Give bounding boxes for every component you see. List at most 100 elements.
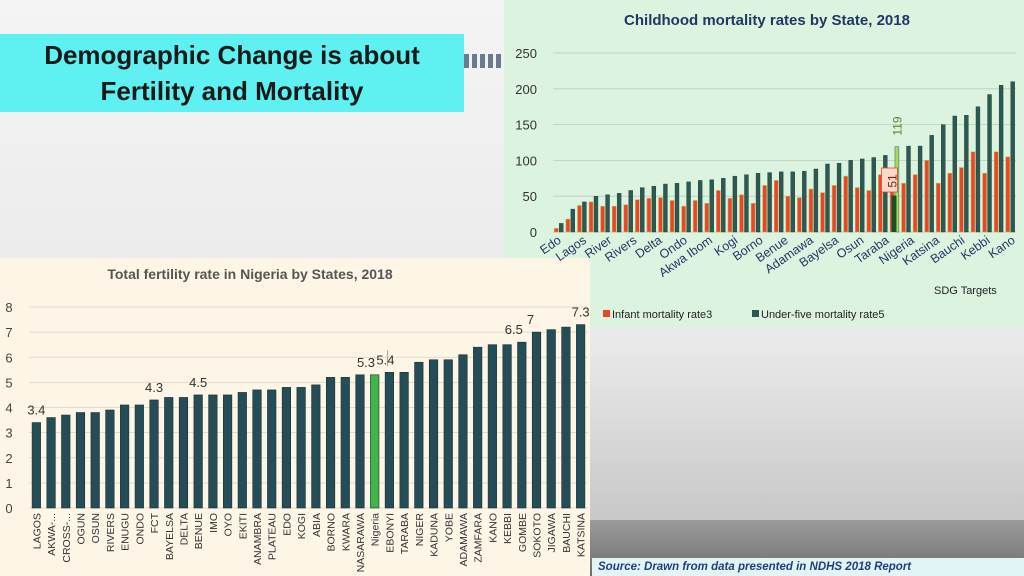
fertility-bar: [458, 354, 468, 509]
fertility-y-tick-label: 7: [5, 325, 12, 340]
mortality-x-tick-label: Kano: [986, 233, 1018, 261]
infant-mortality-bar: [658, 197, 663, 233]
fertility-x-tick-label: KOGI: [296, 513, 308, 539]
mortality-y-tick-label: 100: [515, 153, 537, 168]
fertility-bar: [473, 346, 483, 509]
fertility-x-tick-label: EBONYI: [384, 513, 396, 553]
fertility-bar: [370, 374, 380, 509]
fertility-x-tick-label: Nigeria: [370, 513, 382, 546]
under-five-mortality-bar: [697, 180, 703, 233]
under-five-mortality-bar: [605, 194, 610, 233]
fertility-x-tick-label: CROSS-...: [61, 513, 73, 563]
fertility-data-label: 4.3: [145, 380, 163, 395]
infant-mortality-bar: [936, 183, 941, 233]
fertility-x-tick-label: FCT: [149, 512, 161, 533]
under5-annotation-51: 51: [886, 174, 900, 188]
infant-mortality-bar: [970, 151, 976, 233]
under-five-mortality-bar: [906, 145, 911, 233]
fertility-bar: [399, 372, 409, 509]
fertility-bar: [340, 377, 350, 509]
fertility-bar: [531, 331, 542, 509]
infant-mortality-bar: [912, 174, 918, 233]
infant-mortality-bar: [762, 185, 767, 233]
under-five-mortality-bar: [790, 171, 795, 233]
under-five-mortality-bar: [941, 124, 946, 233]
fertility-y-tick-label: 4: [5, 401, 12, 416]
fertility-data-label: 7.3: [572, 305, 590, 320]
mortality-chart-panel: [504, 0, 1024, 328]
under-five-mortality-bar: [593, 195, 599, 233]
fertility-y-tick-label: 2: [5, 451, 12, 466]
fertility-bar: [164, 397, 174, 509]
infant-mortality-bar: [773, 180, 779, 233]
infant-mortality-bar: [1005, 156, 1011, 233]
fertility-x-tick-label: ZAMFARA: [473, 513, 485, 563]
fertility-y-tick-label: 1: [5, 476, 12, 491]
decorative-stripes: [464, 54, 504, 68]
infant-mortality-bar: [600, 205, 605, 233]
fertility-x-tick-label: YOBE: [443, 513, 455, 542]
fertility-bar: [149, 399, 159, 509]
fertility-x-tick-label: AKWA-...: [46, 513, 58, 556]
infant-mortality-bar: [623, 204, 629, 233]
fertility-bar: [31, 422, 41, 509]
under-five-mortality-bar: [570, 208, 575, 233]
fertility-bar: [296, 387, 306, 509]
fertility-x-tick-label: LAGOS: [31, 513, 43, 549]
under-five-mortality-bar: [883, 155, 888, 233]
infant-mortality-bar: [924, 160, 929, 233]
under-five-mortality-bar: [640, 187, 645, 233]
fertility-x-tick-label: DELTA: [178, 513, 190, 545]
fertility-x-tick-label: KEBBI: [502, 513, 514, 544]
infant-mortality-bar: [878, 174, 883, 233]
fertility-x-tick-label: PLATEAU: [267, 513, 279, 560]
sdg-targets-label: SDG Targets: [934, 285, 997, 297]
fertility-bar: [178, 397, 189, 509]
fertility-x-tick-label: BENUE: [193, 513, 205, 549]
fertility-x-tick-label: RIVERS: [105, 513, 117, 552]
infant-mortality-bar: [681, 205, 686, 233]
infant-mortality-bar: [982, 172, 987, 233]
infant-mortality-bar: [646, 198, 652, 233]
under-five-mortality-bar: [686, 181, 691, 233]
infant-mortality-bar: [739, 194, 744, 233]
fertility-bar: [120, 404, 130, 509]
fertility-bar: [443, 359, 453, 509]
fertility-bar: [61, 414, 71, 509]
mortality-y-tick-label: 50: [523, 189, 537, 204]
under-five-mortality-bar: [848, 160, 853, 233]
under-five-mortality-bar: [964, 115, 969, 233]
infant-mortality-bar: [785, 195, 791, 233]
under-five-mortality-bar: [779, 171, 784, 233]
fertility-bar: [90, 412, 100, 509]
mortality-y-tick-label: 0: [530, 225, 537, 240]
infant-mortality-bar: [820, 192, 825, 233]
fertility-y-tick-label: 8: [5, 300, 12, 315]
under-five-mortality-bar: [998, 85, 1004, 233]
fertility-y-tick-label: 6: [5, 350, 12, 365]
under-five-mortality-bar: [755, 173, 761, 233]
fertility-data-label: 4.5: [189, 375, 207, 390]
fertility-bar: [428, 359, 439, 509]
fertility-x-tick-label: ONDO: [134, 513, 146, 545]
fertility-bar: [502, 344, 512, 509]
fertility-data-label: 5.3: [357, 355, 375, 370]
infant-mortality-bar: [692, 200, 698, 233]
source-note-text: Source: Drawn from data presented in NDH…: [598, 561, 912, 573]
under-five-mortality-bar: [559, 223, 564, 233]
under-five-mortality-bar: [929, 135, 934, 233]
under-five-mortality-bar: [813, 168, 819, 233]
infant-mortality-bar: [577, 205, 582, 233]
sdg-target-label-box: [881, 167, 898, 193]
under-five-mortality-bar: [767, 172, 772, 233]
fertility-bar: [193, 394, 203, 509]
fertility-x-tick-label: EDO: [281, 513, 293, 536]
fertility-bar: [517, 341, 527, 509]
fertility-x-tick-label: BAUCHI: [561, 513, 573, 553]
fertility-bar: [546, 329, 556, 509]
infant-mortality-bar: [727, 198, 733, 233]
under-five-mortality-bar: [1010, 81, 1015, 233]
fertility-x-tick-label: KANO: [487, 513, 499, 543]
infant-mortality-bar: [959, 167, 964, 233]
